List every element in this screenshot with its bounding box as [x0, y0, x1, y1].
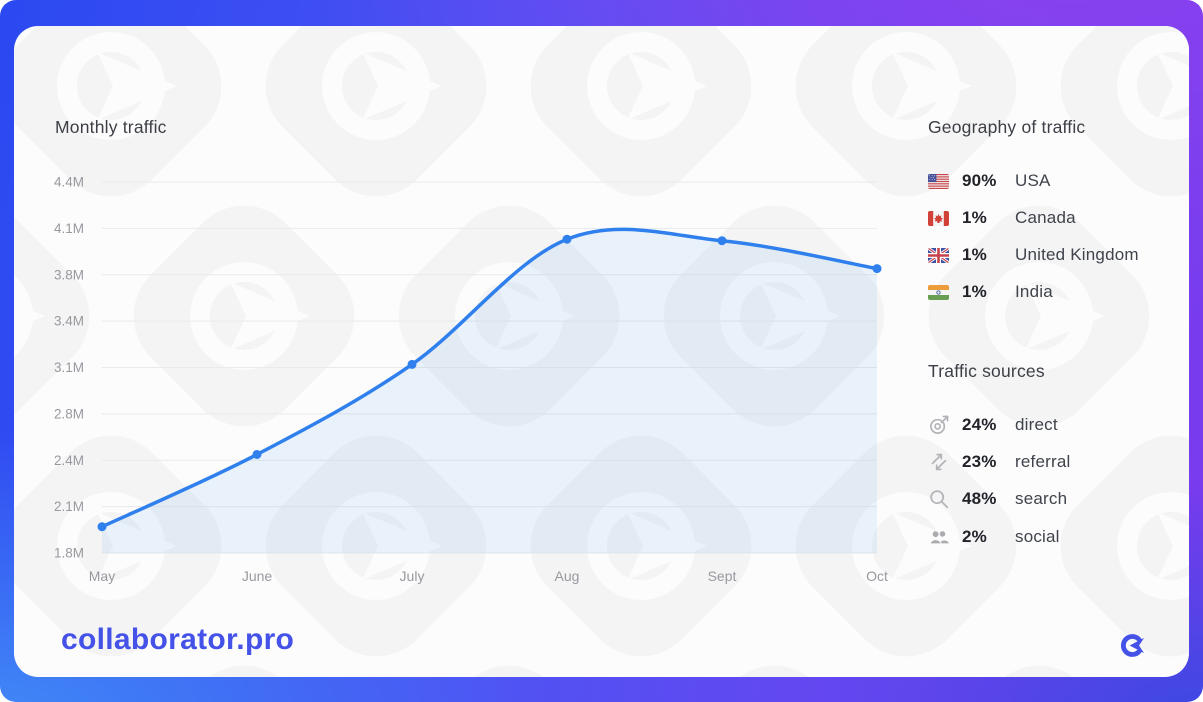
target-icon [928, 414, 950, 436]
svg-text:Sept: Sept [708, 568, 737, 584]
svg-text:Aug: Aug [555, 568, 580, 584]
geo-country: USA [1015, 171, 1051, 190]
background-watermark-pattern [14, 26, 1189, 677]
traffic-source-row: 48% search [928, 484, 1180, 514]
traffic-sources-title: Traffic sources [928, 361, 1045, 381]
svg-text:3.1M: 3.1M [54, 360, 84, 375]
svg-text:2.1M: 2.1M [54, 499, 84, 514]
geo-percent: 90% [962, 171, 997, 190]
canada-flag [928, 210, 950, 226]
monthly-traffic-chart: 1.8M 2.1M 2.4M 2.8M 3.1M 3.4M 3.8M 4.1M 4.4M May J… [54, 175, 888, 585]
search-icon [928, 488, 950, 510]
uk-flag [928, 247, 950, 263]
usa-flag [928, 173, 950, 189]
geo-country: India [1015, 282, 1053, 301]
svg-text:4.1M: 4.1M [54, 221, 84, 236]
source-percent: 23% [962, 452, 997, 471]
traffic-source-row: 2% social [928, 522, 1180, 552]
collaborator-logo-icon [1120, 634, 1145, 657]
geo-percent: 1% [962, 208, 987, 227]
chart-title: Monthly traffic [55, 117, 167, 137]
users-icon [928, 526, 950, 548]
svg-text:2.4M: 2.4M [54, 453, 84, 468]
brand-link[interactable]: collaborator.pro [61, 623, 295, 656]
geo-country: Canada [1015, 208, 1076, 227]
chart-area: 1.8M 2.1M 2.4M 2.8M 3.1M 3.4M 3.8M 4.1M 4.4M May J… [40, 100, 900, 590]
svg-text:May: May [89, 568, 115, 584]
source-label: search [1015, 489, 1068, 508]
svg-text:4.4M: 4.4M [54, 175, 84, 190]
svg-text:2.8M: 2.8M [54, 406, 84, 421]
right-panel: Geography of traffic 90% USA [928, 117, 1180, 587]
svg-text:June: June [242, 568, 273, 584]
geography-row: 1% United Kingdom [928, 240, 1180, 270]
geography-row: 90% USA [928, 166, 1180, 196]
source-label: direct [1015, 415, 1058, 434]
india-flag [928, 284, 950, 300]
source-label: referral [1015, 452, 1071, 471]
referral-arrows-icon [928, 451, 950, 473]
geo-country: United Kingdom [1015, 245, 1139, 264]
geography-title: Geography of traffic [928, 117, 1086, 137]
svg-text:July: July [400, 568, 425, 584]
svg-text:Oct: Oct [866, 568, 888, 584]
source-percent: 48% [962, 489, 997, 508]
source-label: social [1015, 527, 1060, 546]
geography-row: 1% India [928, 277, 1180, 307]
source-percent: 2% [962, 527, 987, 546]
source-percent: 24% [962, 415, 997, 434]
report-card: Monthly traffic 1.8M 2.1M 2.4M 2.8M 3.1M 3.4M… [14, 26, 1189, 677]
geo-percent: 1% [962, 282, 987, 301]
traffic-source-row: 23% referral [928, 447, 1180, 477]
svg-text:1.8M: 1.8M [54, 546, 84, 561]
traffic-source-row: 24% direct [928, 410, 1180, 440]
svg-text:3.8M: 3.8M [54, 267, 84, 282]
geo-percent: 1% [962, 245, 987, 264]
svg-text:3.4M: 3.4M [54, 314, 84, 329]
geography-row: 1% Canada [928, 203, 1180, 233]
